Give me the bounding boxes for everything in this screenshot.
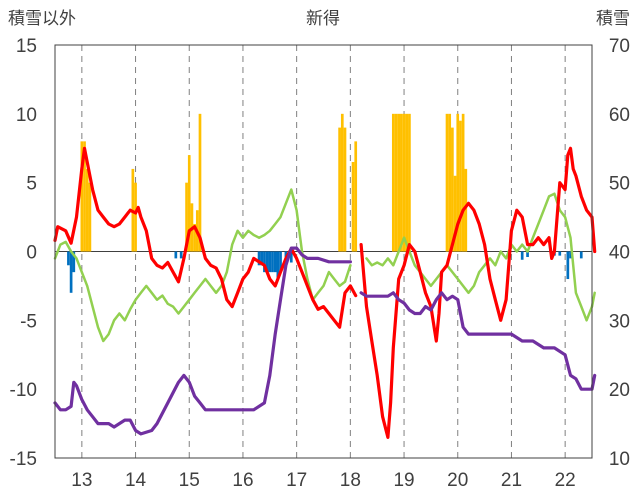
bar-blue-6 [260,251,264,266]
right-tick-30: 30 [609,311,630,332]
bar-orange-30 [461,113,465,252]
bar-blue-19 [558,251,562,256]
right-axis-label: 積雪 [596,9,630,28]
left-tick-15: 15 [16,36,37,57]
bar-orange-26 [451,127,454,252]
bar-orange-7 [187,155,191,252]
bar-orange-14 [343,127,347,252]
bar-orange-21 [402,113,406,252]
left-axis-ticks: 15 10 5 0 -5 -10 -15 [10,36,37,470]
bar-orange-18 [394,113,398,252]
x-tick-18: 18 [340,470,361,491]
bar-blue-22 [579,251,583,259]
right-tick-10: 10 [609,449,630,470]
bar-blue-3 [174,251,178,259]
bar-orange-28 [456,113,460,252]
bar-blue-8 [265,251,269,273]
bar-blue-9 [268,251,272,273]
series-red-1 [359,146,597,439]
bar-orange-1 [83,141,86,252]
bar-orange-3 [88,182,92,252]
bar-orange-22 [405,113,409,252]
bar-blue-13 [279,251,282,273]
bar-orange-27 [453,175,457,252]
bar-orange-20 [400,113,403,252]
bar-blue-17 [526,251,529,258]
bar-blue-0 [67,251,70,266]
series-green-0 [53,188,352,343]
bar-orange-15 [351,162,355,252]
bar-orange-29 [459,120,462,252]
left-tick-5: 5 [26,174,37,195]
left-tick--10: -10 [10,380,37,401]
plot-frame [54,44,593,459]
bar-blue-12 [276,251,280,280]
right-tick-60: 60 [609,105,630,126]
bar-orange-6 [185,182,188,252]
x-tick-15: 15 [179,470,200,491]
bar-blue-20 [566,251,570,280]
bar-orange-16 [354,141,358,252]
right-axis-ticks: 70 60 50 40 30 20 10 [609,36,630,470]
bar-orange-17 [391,113,395,252]
bar-blue-2 [72,251,76,273]
x-axis-ticks: 13 14 15 16 17 18 19 20 21 22 [71,470,575,491]
series-purple-0 [53,246,352,436]
series-purple-1 [359,291,597,391]
left-tick-10: 10 [16,105,37,126]
bar-blue-4 [179,251,183,259]
x-tick-13: 13 [71,470,92,491]
series-lines [53,146,597,439]
x-tick-22: 22 [555,470,576,491]
left-axis-label: 積雪以外 [8,9,76,28]
bar-blue-16 [520,251,524,260]
left-tick--5: -5 [20,311,37,332]
plot-border [54,44,593,459]
x-tick-21: 21 [501,470,522,491]
bar-blue-7 [263,251,266,273]
bar-orange-9 [193,223,196,252]
x-tick-20: 20 [447,470,468,491]
bar-orange-19 [397,113,401,252]
x-tick-17: 17 [286,470,307,491]
bar-blue-15 [289,251,293,263]
bar-blue-21 [569,251,572,259]
bar-orange-0 [80,141,84,252]
bar-orange-12 [338,127,341,252]
x-tick-14: 14 [125,470,147,491]
left-tick--15: -15 [10,449,37,470]
bar-orange-31 [464,168,468,252]
left-tick-0: 0 [26,243,37,264]
bar-blue-11 [273,251,277,273]
bar-orange-23 [408,113,411,252]
bar-orange-2 [85,168,89,252]
bar-orange-5 [134,182,137,252]
bar-blue-1 [69,251,73,293]
right-tick-20: 20 [609,380,630,401]
bar-orange-25 [448,113,452,252]
bar-orange-24 [445,113,449,252]
bar-orange-13 [340,113,344,252]
bar-blue-10 [271,251,274,273]
right-tick-70: 70 [609,36,630,57]
bar-blue-5 [257,251,261,266]
right-tick-40: 40 [609,243,630,264]
x-tick-19: 19 [393,470,414,491]
series-red-0 [53,146,358,329]
right-tick-50: 50 [609,174,630,195]
x-tick-16: 16 [232,470,253,491]
chart-title: 新得 [306,9,340,28]
bar-orange-11 [198,113,202,252]
